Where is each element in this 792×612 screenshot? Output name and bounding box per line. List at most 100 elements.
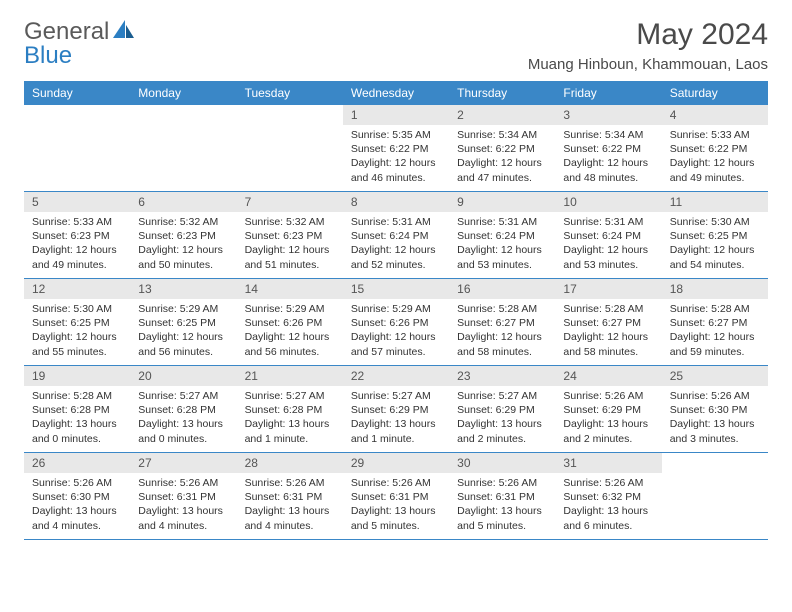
day-info: Sunrise: 5:26 AMSunset: 6:30 PMDaylight:… (662, 386, 768, 452)
day-number: 11 (662, 192, 768, 212)
day-info: Sunrise: 5:30 AMSunset: 6:25 PMDaylight:… (662, 212, 768, 278)
sunrise-text: Sunrise: 5:26 AM (563, 476, 653, 490)
day-info: Sunrise: 5:31 AMSunset: 6:24 PMDaylight:… (555, 212, 661, 278)
daylight-text-1: Daylight: 12 hours (32, 243, 122, 257)
day-cell: 5Sunrise: 5:33 AMSunset: 6:23 PMDaylight… (24, 192, 130, 278)
day-info: Sunrise: 5:30 AMSunset: 6:25 PMDaylight:… (24, 299, 130, 365)
day-number: 4 (662, 105, 768, 125)
week-row: 1Sunrise: 5:35 AMSunset: 6:22 PMDaylight… (24, 105, 768, 192)
day-cell: 26Sunrise: 5:26 AMSunset: 6:30 PMDayligh… (24, 453, 130, 539)
daylight-text-2: and 58 minutes. (563, 345, 653, 359)
week-row: 19Sunrise: 5:28 AMSunset: 6:28 PMDayligh… (24, 366, 768, 453)
day-number: 8 (343, 192, 449, 212)
sunset-text: Sunset: 6:23 PM (32, 229, 122, 243)
daylight-text-1: Daylight: 13 hours (670, 417, 760, 431)
sunset-text: Sunset: 6:23 PM (138, 229, 228, 243)
daylight-text-2: and 2 minutes. (457, 432, 547, 446)
day-info: Sunrise: 5:33 AMSunset: 6:22 PMDaylight:… (662, 125, 768, 191)
day-number: 14 (237, 279, 343, 299)
daylight-text-1: Daylight: 12 hours (245, 243, 335, 257)
day-cell: 12Sunrise: 5:30 AMSunset: 6:25 PMDayligh… (24, 279, 130, 365)
sunrise-text: Sunrise: 5:27 AM (457, 389, 547, 403)
sunset-text: Sunset: 6:22 PM (457, 142, 547, 156)
sunset-text: Sunset: 6:29 PM (351, 403, 441, 417)
day-cell: 1Sunrise: 5:35 AMSunset: 6:22 PMDaylight… (343, 105, 449, 191)
day-cell: 2Sunrise: 5:34 AMSunset: 6:22 PMDaylight… (449, 105, 555, 191)
sunrise-text: Sunrise: 5:26 AM (245, 476, 335, 490)
sunset-text: Sunset: 6:27 PM (457, 316, 547, 330)
sunrise-text: Sunrise: 5:28 AM (457, 302, 547, 316)
day-number: 23 (449, 366, 555, 386)
day-number: 1 (343, 105, 449, 125)
daylight-text-2: and 1 minute. (351, 432, 441, 446)
sunset-text: Sunset: 6:31 PM (245, 490, 335, 504)
sunrise-text: Sunrise: 5:35 AM (351, 128, 441, 142)
day-cell: 13Sunrise: 5:29 AMSunset: 6:25 PMDayligh… (130, 279, 236, 365)
daylight-text-1: Daylight: 12 hours (457, 156, 547, 170)
daylight-text-1: Daylight: 13 hours (245, 504, 335, 518)
day-info: Sunrise: 5:26 AMSunset: 6:32 PMDaylight:… (555, 473, 661, 539)
daylight-text-2: and 5 minutes. (351, 519, 441, 533)
day-info: Sunrise: 5:29 AMSunset: 6:26 PMDaylight:… (343, 299, 449, 365)
sunset-text: Sunset: 6:25 PM (138, 316, 228, 330)
daylight-text-2: and 57 minutes. (351, 345, 441, 359)
sunrise-text: Sunrise: 5:34 AM (457, 128, 547, 142)
weeks-container: 1Sunrise: 5:35 AMSunset: 6:22 PMDaylight… (24, 105, 768, 540)
sunrise-text: Sunrise: 5:34 AM (563, 128, 653, 142)
sunrise-text: Sunrise: 5:26 AM (563, 389, 653, 403)
title-block: May 2024 Muang Hinboun, Khammouan, Laos (528, 18, 768, 73)
sunrise-text: Sunrise: 5:27 AM (138, 389, 228, 403)
daylight-text-2: and 0 minutes. (32, 432, 122, 446)
daylight-text-1: Daylight: 12 hours (138, 243, 228, 257)
day-number: 20 (130, 366, 236, 386)
week-row: 5Sunrise: 5:33 AMSunset: 6:23 PMDaylight… (24, 192, 768, 279)
logo-text-blue: Blue (24, 42, 72, 69)
sunset-text: Sunset: 6:32 PM (563, 490, 653, 504)
sunset-text: Sunset: 6:31 PM (457, 490, 547, 504)
daylight-text-2: and 58 minutes. (457, 345, 547, 359)
day-cell: 17Sunrise: 5:28 AMSunset: 6:27 PMDayligh… (555, 279, 661, 365)
sunrise-text: Sunrise: 5:30 AM (670, 215, 760, 229)
day-info: Sunrise: 5:27 AMSunset: 6:28 PMDaylight:… (237, 386, 343, 452)
sunrise-text: Sunrise: 5:33 AM (670, 128, 760, 142)
sunset-text: Sunset: 6:22 PM (563, 142, 653, 156)
day-info: Sunrise: 5:31 AMSunset: 6:24 PMDaylight:… (343, 212, 449, 278)
day-number: 13 (130, 279, 236, 299)
day-info: Sunrise: 5:35 AMSunset: 6:22 PMDaylight:… (343, 125, 449, 191)
daylight-text-2: and 4 minutes. (245, 519, 335, 533)
weekday-cell: Sunday (24, 81, 130, 105)
sunset-text: Sunset: 6:25 PM (670, 229, 760, 243)
day-cell: 24Sunrise: 5:26 AMSunset: 6:29 PMDayligh… (555, 366, 661, 452)
sunrise-text: Sunrise: 5:28 AM (670, 302, 760, 316)
daylight-text-1: Daylight: 12 hours (351, 156, 441, 170)
weekday-cell: Tuesday (237, 81, 343, 105)
day-cell: 19Sunrise: 5:28 AMSunset: 6:28 PMDayligh… (24, 366, 130, 452)
daylight-text-2: and 4 minutes. (32, 519, 122, 533)
daylight-text-1: Daylight: 13 hours (32, 417, 122, 431)
sunset-text: Sunset: 6:26 PM (351, 316, 441, 330)
day-info: Sunrise: 5:27 AMSunset: 6:28 PMDaylight:… (130, 386, 236, 452)
daylight-text-2: and 47 minutes. (457, 171, 547, 185)
day-info: Sunrise: 5:27 AMSunset: 6:29 PMDaylight:… (343, 386, 449, 452)
daylight-text-1: Daylight: 13 hours (563, 504, 653, 518)
daylight-text-1: Daylight: 12 hours (32, 330, 122, 344)
daylight-text-2: and 2 minutes. (563, 432, 653, 446)
daylight-text-2: and 49 minutes. (32, 258, 122, 272)
daylight-text-2: and 50 minutes. (138, 258, 228, 272)
sunrise-text: Sunrise: 5:32 AM (245, 215, 335, 229)
day-number: 16 (449, 279, 555, 299)
daylight-text-2: and 5 minutes. (457, 519, 547, 533)
day-cell: 6Sunrise: 5:32 AMSunset: 6:23 PMDaylight… (130, 192, 236, 278)
sunset-text: Sunset: 6:30 PM (32, 490, 122, 504)
day-info: Sunrise: 5:28 AMSunset: 6:27 PMDaylight:… (662, 299, 768, 365)
sunrise-text: Sunrise: 5:31 AM (563, 215, 653, 229)
day-cell: 28Sunrise: 5:26 AMSunset: 6:31 PMDayligh… (237, 453, 343, 539)
day-number: 24 (555, 366, 661, 386)
weekday-cell: Saturday (662, 81, 768, 105)
daylight-text-1: Daylight: 12 hours (457, 243, 547, 257)
sunrise-text: Sunrise: 5:26 AM (457, 476, 547, 490)
weekday-cell: Thursday (449, 81, 555, 105)
daylight-text-2: and 51 minutes. (245, 258, 335, 272)
daylight-text-1: Daylight: 12 hours (670, 243, 760, 257)
daylight-text-2: and 1 minute. (245, 432, 335, 446)
